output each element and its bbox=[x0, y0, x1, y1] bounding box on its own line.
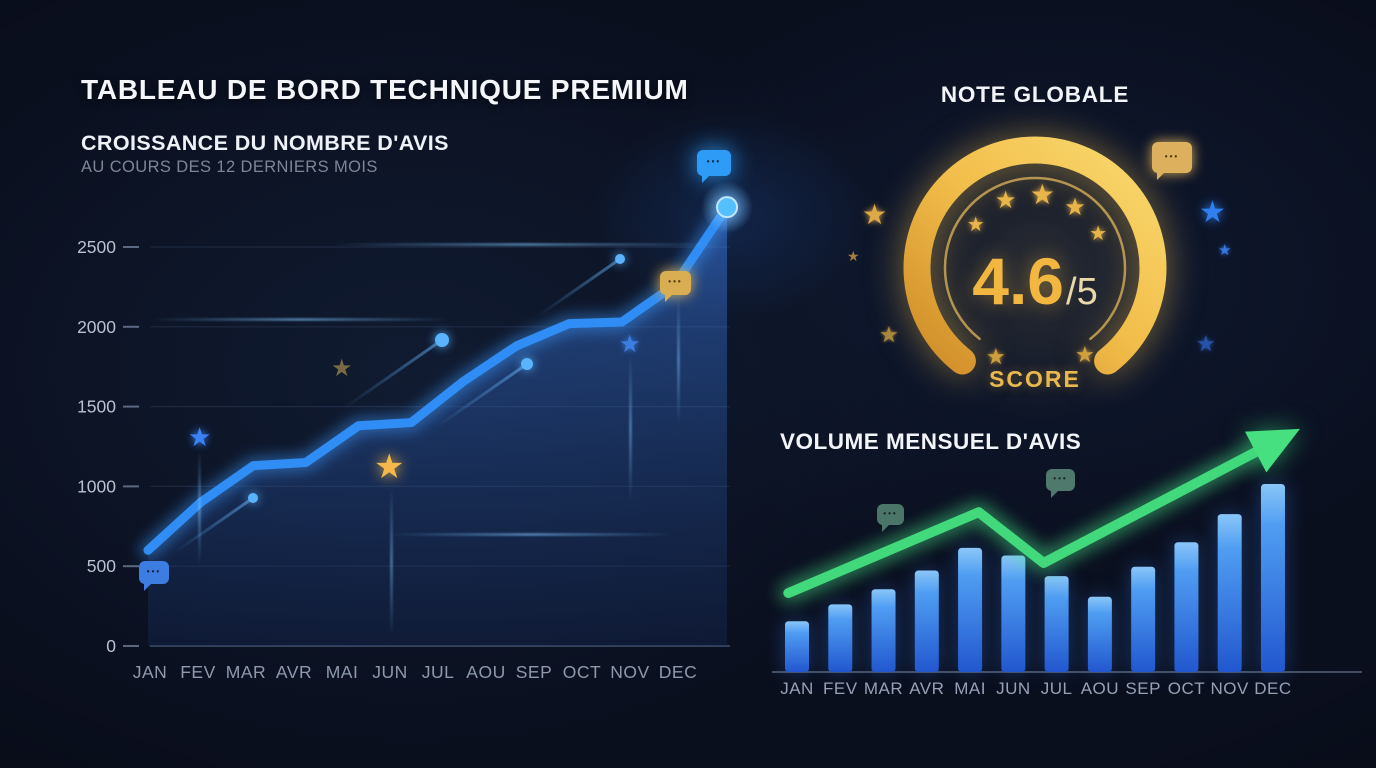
month-label: JAN bbox=[780, 679, 814, 698]
month-label: MAR bbox=[226, 662, 266, 682]
month-label: DEC bbox=[659, 662, 697, 682]
month-label: SEP bbox=[516, 662, 553, 682]
comet-spark bbox=[615, 254, 625, 264]
y-tick-label: 0 bbox=[106, 636, 116, 656]
month-label: AVR bbox=[276, 662, 312, 682]
volume-bar bbox=[1001, 555, 1026, 672]
month-label: OCT bbox=[563, 662, 601, 682]
month-label: AVR bbox=[909, 679, 944, 698]
volume-bar bbox=[871, 589, 896, 672]
month-label: JAN bbox=[133, 662, 168, 682]
month-label: NOV bbox=[610, 662, 649, 682]
volume-bar bbox=[785, 621, 809, 672]
volume-bar bbox=[958, 547, 983, 672]
gauge-score-label: SCORE bbox=[989, 366, 1081, 392]
month-label: NOV bbox=[1211, 679, 1250, 698]
month-label: AOU bbox=[1081, 679, 1119, 698]
gauge-score: 4.6 /5 bbox=[885, 243, 1185, 319]
month-label: MAI bbox=[326, 662, 359, 682]
month-label: JUL bbox=[1041, 679, 1073, 698]
month-label: MAR bbox=[864, 679, 903, 698]
volume-bar bbox=[1174, 542, 1199, 672]
gauge-score-value: 4.6 bbox=[972, 244, 1065, 318]
page-title: TABLEAU DE BORD TECHNIQUE PREMIUM bbox=[81, 74, 689, 105]
volume-bar bbox=[1087, 596, 1112, 672]
growth-chart-title: CROISSANCE DU NOMBRE D'AVIS bbox=[81, 131, 449, 155]
month-label: DEC bbox=[1254, 679, 1291, 698]
volume-bar bbox=[1217, 514, 1242, 672]
volume-chart-title: VOLUME MENSUEL D'AVIS bbox=[780, 429, 1082, 454]
comet-trail bbox=[342, 338, 444, 410]
month-label: SEP bbox=[1125, 679, 1161, 698]
month-label: AOU bbox=[466, 662, 505, 682]
comet-trail bbox=[536, 257, 622, 318]
volume-bar bbox=[1131, 566, 1156, 672]
month-label: FEV bbox=[823, 679, 858, 698]
y-tick-label: 500 bbox=[87, 556, 116, 576]
volume-bar bbox=[914, 570, 939, 672]
y-tick-label: 2000 bbox=[77, 317, 116, 337]
volume-bar bbox=[1260, 484, 1285, 672]
month-label: MAI bbox=[954, 679, 986, 698]
volume-bar bbox=[828, 604, 853, 672]
month-label: JUN bbox=[996, 679, 1031, 698]
y-tick-label: 1500 bbox=[77, 397, 116, 417]
gauge-title: NOTE GLOBALE bbox=[940, 82, 1130, 107]
month-label: JUN bbox=[372, 662, 408, 682]
volume-bar bbox=[1044, 576, 1069, 672]
comet-spark bbox=[521, 358, 533, 370]
month-label: OCT bbox=[1168, 679, 1205, 698]
comet-spark bbox=[435, 333, 449, 347]
y-tick-label: 1000 bbox=[77, 476, 116, 496]
month-label: FEV bbox=[180, 662, 216, 682]
endpoint-dot bbox=[716, 196, 739, 219]
growth-chart-subtitle: AU COURS DES 12 DERNIERS MOIS bbox=[81, 158, 378, 176]
comet-spark bbox=[248, 493, 258, 503]
gauge-score-denominator: /5 bbox=[1066, 271, 1098, 313]
month-label: JUL bbox=[422, 662, 455, 682]
y-tick-label: 2500 bbox=[77, 237, 116, 257]
